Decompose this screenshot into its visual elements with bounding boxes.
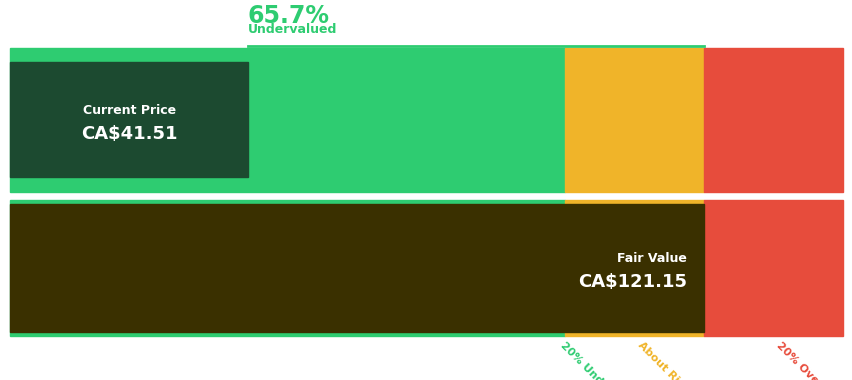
Bar: [565, 48, 703, 192]
Bar: [10, 200, 565, 336]
Text: 20% Overvalued: 20% Overvalued: [774, 340, 852, 380]
Text: Current Price: Current Price: [83, 104, 176, 117]
Text: Fair Value: Fair Value: [616, 252, 686, 265]
Bar: [703, 48, 842, 192]
Bar: [10, 62, 248, 177]
Text: About Right: About Right: [636, 340, 695, 380]
Text: CA$121.15: CA$121.15: [578, 273, 686, 291]
Bar: [10, 48, 565, 192]
Text: CA$41.51: CA$41.51: [81, 125, 177, 143]
Bar: [703, 200, 842, 336]
Text: 20% Undervalued: 20% Undervalued: [557, 340, 642, 380]
Bar: [10, 204, 703, 332]
Text: Undervalued: Undervalued: [248, 23, 337, 36]
Text: 65.7%: 65.7%: [248, 4, 330, 28]
Bar: [565, 200, 703, 336]
